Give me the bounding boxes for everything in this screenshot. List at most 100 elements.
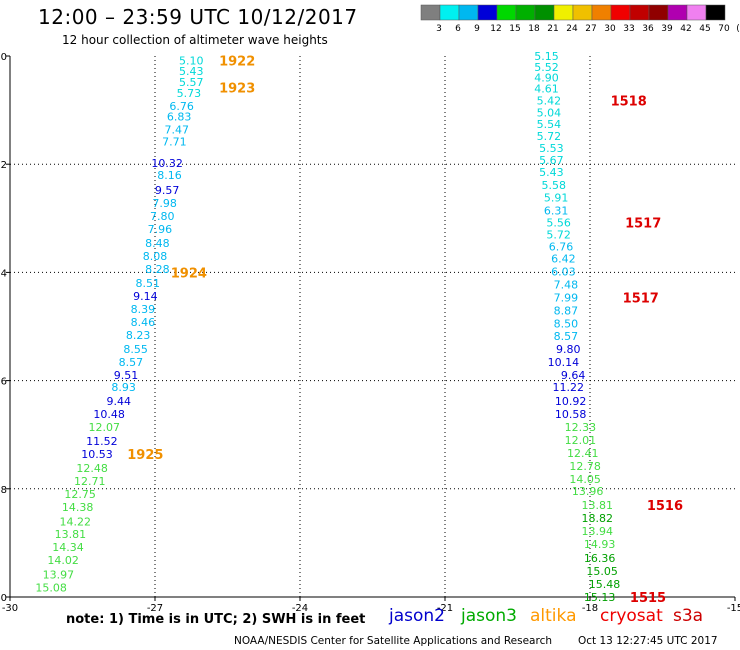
- page-subtitle: 12 hour collection of altimeter wave hei…: [62, 33, 328, 47]
- swh-label-cryosat: 10.58: [555, 408, 587, 421]
- swh-label-altika: 8.28: [145, 263, 170, 276]
- swh-label-cryosat: 5.54: [537, 118, 562, 131]
- swh-label-cryosat: 14.93: [584, 538, 616, 551]
- colorbar-label: 70: [718, 24, 730, 34]
- colorbar-swatch: [496, 4, 517, 21]
- swh-label-altika: 6.83: [167, 111, 192, 124]
- swh-label-cryosat: 8.50: [554, 317, 579, 330]
- swh-label-altika: 8.16: [157, 169, 182, 182]
- colorbar-swatch: [591, 4, 612, 21]
- swh-label-altika: 8.08: [143, 250, 168, 263]
- x-tick-label: -24: [292, 603, 308, 614]
- swh-label-cryosat: 15.48: [589, 578, 621, 591]
- colorbar-label: 18: [528, 24, 540, 34]
- swh-label-cryosat: 6.03: [551, 265, 576, 278]
- y-tick-label: -38: [0, 485, 7, 496]
- legend-jason3: jason3: [461, 606, 517, 626]
- colorbar-label: 12: [490, 24, 501, 34]
- swh-label-cryosat: 4.90: [534, 72, 559, 85]
- colorbar-swatch: [667, 4, 688, 21]
- swh-label-cryosat: 4.61: [534, 82, 559, 95]
- colorbar-label: 42: [680, 24, 691, 34]
- swh-label-cryosat: 5.72: [537, 130, 562, 143]
- colorbar-label: 15: [509, 24, 520, 34]
- time-label: 1924: [171, 266, 207, 281]
- colorbar-swatch: [705, 4, 726, 21]
- swh-label-cryosat: 12.01: [565, 434, 597, 447]
- swh-label-cryosat: 5.52: [534, 61, 559, 74]
- swh-label-cryosat: 18.82: [582, 512, 614, 525]
- swh-label-altika: 8.39: [131, 303, 156, 316]
- swh-label-altika: 12.07: [89, 421, 121, 434]
- swh-label-altika: 7.98: [152, 197, 177, 210]
- swh-label-altika: 13.97: [43, 568, 75, 581]
- colorbar-swatch: [477, 4, 498, 21]
- swh-label-cryosat: 10.14: [548, 356, 580, 369]
- legend-cryosat: cryosat: [600, 606, 663, 626]
- colorbar-label: 36: [642, 24, 654, 34]
- time-label: 1922: [219, 54, 255, 69]
- colorbar-swatch: [515, 4, 536, 21]
- colorbar-label: 24: [566, 24, 578, 34]
- x-tick-label: -27: [147, 603, 163, 614]
- swh-label-altika: 12.75: [64, 488, 96, 501]
- swh-label-cryosat: 5.43: [539, 166, 564, 179]
- swh-label-altika: 7.96: [148, 223, 173, 236]
- swh-label-cryosat: 12.33: [565, 421, 597, 434]
- x-tick-label: -30: [2, 603, 18, 614]
- y-tick-label: -40: [0, 593, 7, 604]
- colorbar-swatch: [458, 4, 479, 21]
- swh-label-cryosat: 16.36: [584, 552, 616, 565]
- x-tick-label: -21: [437, 603, 453, 614]
- swh-label-altika: 15.08: [35, 581, 67, 594]
- swh-label-altika: 14.22: [60, 515, 92, 528]
- y-tick-label: -32: [0, 160, 7, 171]
- swh-label-altika: 13.81: [55, 528, 87, 541]
- colorbar-label: 27: [585, 24, 596, 34]
- swh-label-cryosat: 15.05: [586, 565, 618, 578]
- swh-label-altika: 5.73: [177, 87, 202, 100]
- swh-label-altika: 10.32: [151, 157, 183, 170]
- swh-label-cryosat: 9.80: [556, 343, 581, 356]
- swh-label-altika: 9.51: [114, 369, 139, 382]
- colorbar-swatch: [629, 4, 650, 21]
- colorbar-label: 39: [661, 24, 673, 34]
- swh-label-altika: 11.52: [86, 435, 118, 448]
- swh-label-cryosat: 5.91: [544, 192, 569, 205]
- swh-label-cryosat: 5.58: [542, 179, 567, 192]
- swh-label-altika: 9.14: [133, 290, 158, 303]
- swh-label-altika: 10.53: [81, 448, 113, 461]
- swh-label-cryosat: 6.76: [549, 240, 574, 253]
- swh-label-altika: 5.10: [179, 54, 204, 67]
- y-tick-label: -36: [0, 377, 7, 388]
- swh-label-cryosat: 14.05: [569, 473, 601, 486]
- colorbar-swatch: [553, 4, 574, 21]
- time-label: 1517: [623, 291, 659, 306]
- colorbar-label: 6: [455, 24, 461, 34]
- colorbar-label: 33: [623, 24, 634, 34]
- swh-label-altika: 8.51: [136, 277, 161, 290]
- footer-timestamp: Oct 13 12:27:45 UTC 2017: [578, 635, 718, 647]
- swh-label-altika: 8.57: [119, 356, 144, 369]
- swh-label-altika: 5.57: [179, 76, 204, 89]
- x-tick-label: -18: [582, 603, 598, 614]
- time-label: 1923: [219, 81, 255, 96]
- swh-label-altika: 7.80: [150, 210, 175, 223]
- footer-credit: NOAA/NESDIS Center for Satellite Applica…: [234, 635, 552, 647]
- swh-label-altika: 12.71: [74, 475, 106, 488]
- swh-label-cryosat: 8.87: [554, 304, 579, 317]
- swh-label-cryosat: 5.04: [537, 106, 562, 119]
- colorbar-swatch: [534, 4, 555, 21]
- swh-label-altika: 12.48: [76, 462, 108, 475]
- swh-label-altika: 8.23: [126, 329, 151, 342]
- colorbar-label: 30: [604, 24, 616, 34]
- swh-label-cryosat: 11.22: [553, 381, 585, 394]
- time-label: 1518: [611, 94, 647, 109]
- swh-label-altika: 7.47: [165, 124, 190, 137]
- swh-label-cryosat: 13.96: [572, 485, 604, 498]
- swh-label-altika: 14.34: [52, 541, 84, 554]
- swh-label-cryosat: 5.53: [539, 142, 564, 155]
- colorbar-label: 9: [474, 24, 480, 34]
- swh-label-altika: 9.57: [155, 184, 180, 197]
